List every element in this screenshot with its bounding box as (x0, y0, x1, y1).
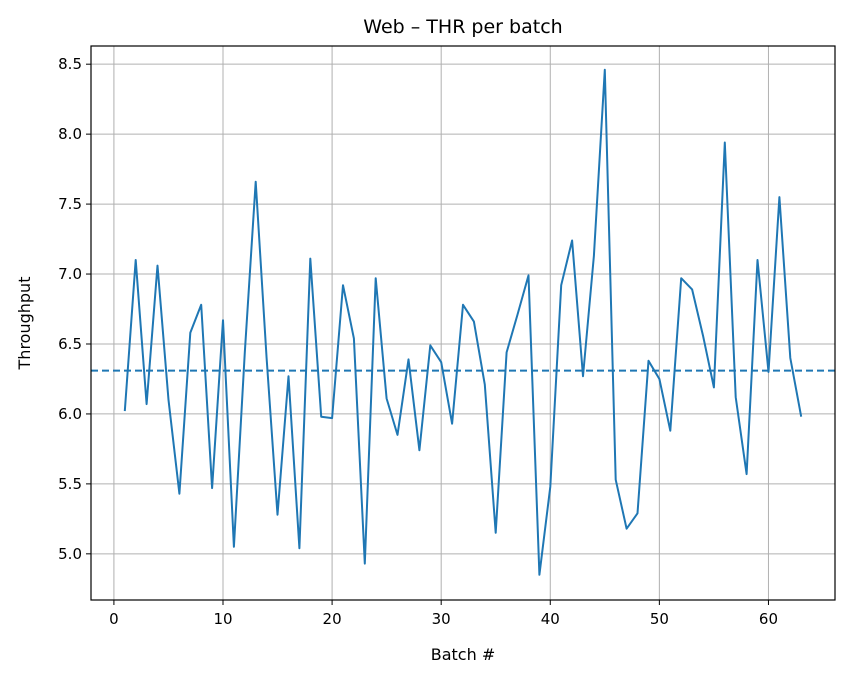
y-tick-label: 8.5 (58, 55, 82, 73)
x-tick-label: 40 (541, 610, 560, 628)
x-axis-label: Batch # (431, 645, 495, 664)
y-tick-label: 8.0 (58, 125, 82, 143)
y-tick-label: 7.5 (58, 195, 82, 213)
y-axis: 5.0 5.5 6.0 6.5 7.0 7.5 8.0 8.5 (58, 55, 91, 563)
grid-lines (91, 46, 835, 600)
y-tick-label: 6.0 (58, 405, 82, 423)
y-tick-label: 5.5 (58, 475, 82, 493)
chart-title: Web – THR per batch (363, 16, 562, 38)
x-axis: 0 10 20 30 40 50 60 (109, 600, 778, 628)
x-tick-label: 30 (432, 610, 451, 628)
plot-frame (90, 45, 836, 601)
x-tick-label: 50 (650, 610, 669, 628)
x-tick-label: 10 (213, 610, 232, 628)
y-tick-label: 7.0 (58, 265, 82, 283)
y-tick-label: 6.5 (58, 335, 82, 353)
x-tick-label: 0 (109, 610, 119, 628)
series-group (123, 68, 803, 576)
series-line (123, 68, 803, 576)
y-tick-label: 5.0 (58, 545, 82, 563)
y-axis-label: Throughput (15, 277, 34, 371)
x-tick-label: 60 (759, 610, 778, 628)
x-tick-label: 20 (323, 610, 342, 628)
